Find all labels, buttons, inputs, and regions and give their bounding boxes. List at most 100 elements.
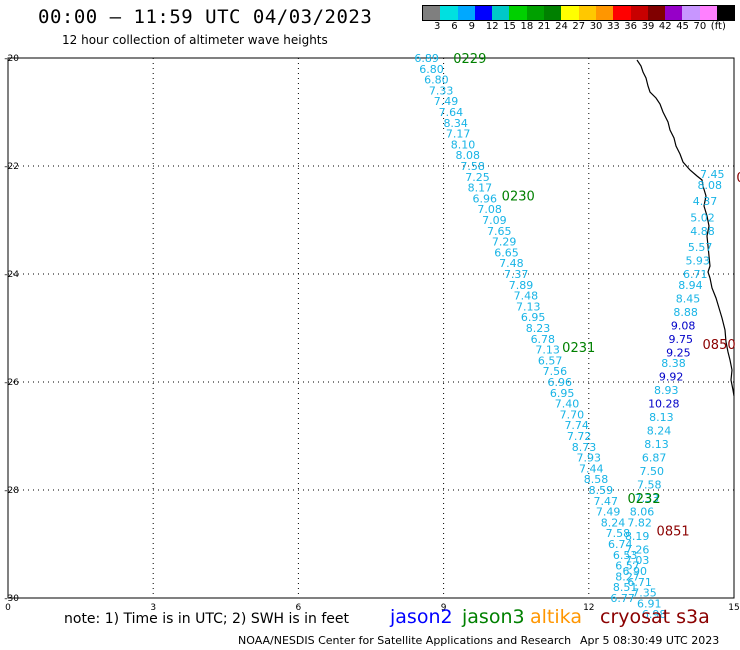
wave-height-value: 5.02 (690, 211, 715, 224)
wave-height-value: 7.08 (477, 203, 502, 216)
color-scale-label: 3 (434, 21, 441, 32)
color-swatch (440, 6, 458, 20)
wave-height-value: 4.88 (690, 225, 715, 238)
x-tick-label: 0 (5, 603, 11, 613)
wave-height-value: 7.49 (434, 95, 459, 108)
wave-height-value: 6.87 (642, 452, 667, 465)
color-swatch (717, 6, 735, 20)
wave-height-value: 7.40 (555, 398, 580, 411)
wave-height-value: 7.56 (543, 365, 568, 378)
wave-height-value: 6.74 (608, 538, 633, 551)
wave-height-value: 9.25 (666, 346, 691, 359)
wave-height-value: 6.89 (414, 52, 439, 65)
color-swatch (699, 6, 718, 20)
wave-height-value: 7.74 (564, 419, 589, 432)
wave-height-value: 7.25 (465, 171, 490, 184)
wave-height-value: 7.33 (635, 492, 660, 505)
pass-time-label: 0851 (657, 525, 690, 540)
wave-height-value: 7.48 (514, 290, 539, 303)
color-swatch (630, 6, 648, 20)
wave-height-value: 7.58 (460, 160, 485, 173)
wave-height-value: 10.28 (648, 398, 680, 411)
wave-height-value: 7.70 (560, 408, 585, 421)
legend-jason2: jason2 (390, 606, 453, 628)
wave-height-value: 8.13 (649, 411, 674, 424)
color-swatch (561, 6, 579, 20)
color-scale-label: 15 (503, 21, 516, 32)
coastline (636, 59, 735, 397)
x-tick-label: 15 (728, 603, 739, 613)
color-scale-label: 33 (607, 21, 620, 32)
y-tick-label: -22 (4, 162, 19, 172)
wave-height-value: 7.13 (535, 344, 560, 357)
wave-height-value: 8.19 (625, 530, 650, 543)
wave-height-value: 8.45 (676, 292, 701, 305)
wave-height-value: 6.57 (538, 354, 563, 367)
generation-timestamp: Apr 5 08:30:49 UTC 2023 (580, 634, 720, 647)
wave-height-value: 7.50 (639, 465, 664, 478)
color-swatch (457, 6, 475, 20)
wave-height-value: 9.08 (671, 319, 696, 332)
wave-height-value: 8.59 (589, 484, 614, 497)
wave-height-value: 7.64 (439, 106, 464, 119)
wave-height-value: 7.03 (625, 554, 650, 567)
pass-time-label: 0232 (628, 492, 661, 507)
color-scale-label: 30 (589, 21, 603, 32)
wave-height-value: 6.71 (683, 268, 708, 281)
wave-height-value: 6.80 (424, 74, 449, 87)
wave-height-value: 8.51 (613, 581, 638, 594)
color-scale-bar (422, 5, 736, 21)
wave-height-value: 8.24 (601, 516, 626, 529)
wave-height-value: 8.93 (654, 384, 679, 397)
wave-height-value: 8.24 (647, 425, 672, 438)
color-swatch (665, 6, 683, 20)
pass-time-label: 0230 (502, 190, 535, 205)
wave-height-value: 6.77 (610, 592, 635, 605)
wave-height-value: 7.58 (606, 527, 631, 540)
color-scale-label: 39 (641, 21, 655, 32)
color-swatch (544, 6, 562, 20)
color-scale-label: 12 (485, 21, 499, 32)
wave-height-value: 5.93 (685, 255, 710, 268)
color-swatch (613, 6, 631, 20)
color-scale-label: 9 (468, 21, 475, 32)
wave-height-value: 7.45 (700, 168, 725, 181)
wave-height-value: 6.98 (642, 608, 667, 621)
color-scale-label: 36 (624, 21, 638, 32)
wave-height-value: 7.49 (596, 506, 621, 519)
wave-height-value: 7.37 (504, 268, 529, 281)
wave-height-value: 7.89 (509, 279, 534, 292)
wave-height-value: 8.10 (451, 138, 476, 151)
color-scale-label: 70 (693, 21, 707, 32)
wave-height-value: 8.94 (678, 279, 703, 292)
legend-altika: altika (530, 606, 582, 628)
x-tick-label: 12 (583, 603, 594, 613)
y-tick-label: -28 (4, 486, 19, 496)
color-swatch (509, 6, 527, 20)
wave-height-value: 6.53 (613, 549, 638, 562)
wave-height-value: 6.71 (627, 576, 652, 589)
wave-height-value: 5.57 (688, 241, 713, 254)
wave-height-value: 8.13 (644, 438, 669, 451)
color-swatch (474, 6, 493, 20)
color-scale-labels: 3 6 9 12 15 18 21 24 27 30 33 36 39 42 45 70 (ft) (422, 21, 732, 33)
color-scale-label: 6 (451, 21, 458, 32)
wave-height-value: 7.58 (637, 479, 662, 492)
page-subtitle: 12 hour collection of altimeter wave hei… (62, 33, 328, 47)
wave-height-value: 8.23 (526, 322, 551, 335)
wave-height-value: 7.09 (482, 214, 507, 227)
color-swatch (526, 6, 545, 20)
wave-height-value: 7.93 (577, 452, 602, 465)
wave-height-value: 6.65 (494, 246, 519, 259)
pass-time-label: 0850 (703, 338, 736, 353)
note-text: note: 1) Time is in UTC; 2) SWH is in fe… (64, 611, 350, 627)
color-scale-label: (ft) (710, 21, 726, 32)
color-scale-label: 18 (520, 21, 534, 32)
x-tick-label: 9 (441, 603, 447, 613)
wave-height-value: 7.29 (492, 236, 517, 249)
wave-height-value: 6.95 (521, 311, 546, 324)
wave-height-value: 9.75 (669, 333, 694, 346)
wave-height-value: 7.65 (487, 225, 512, 238)
wave-height-value: 7.17 (446, 128, 471, 141)
